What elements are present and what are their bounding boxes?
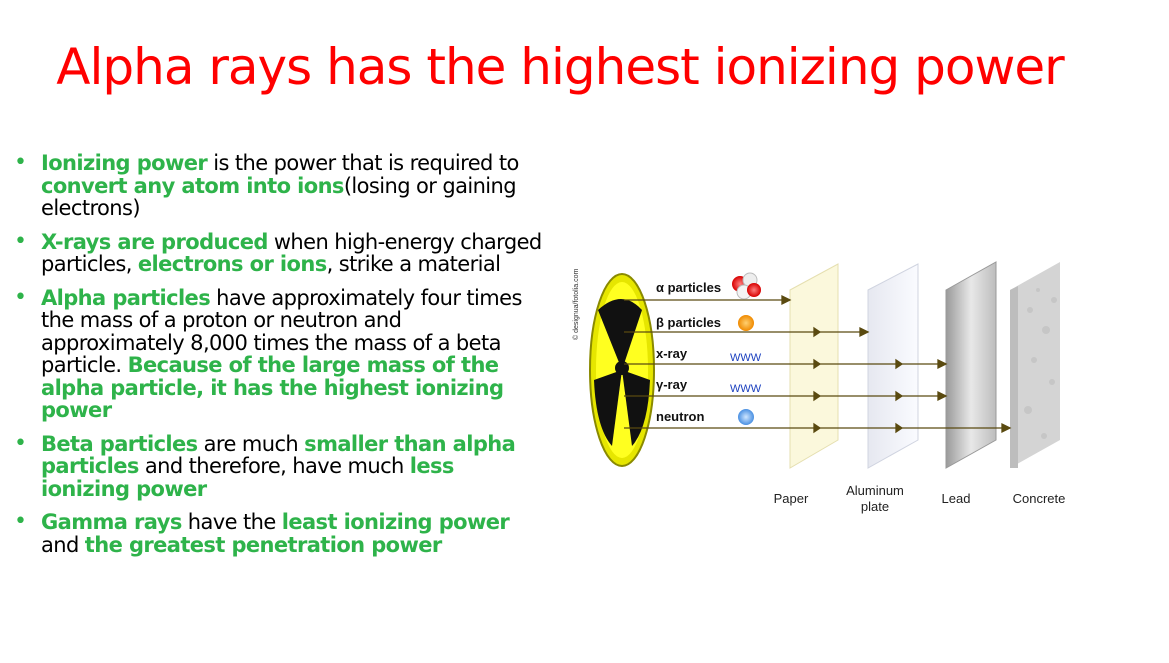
bullet-dot: • — [14, 509, 27, 534]
highlight-text: the greatest penetration power — [84, 532, 443, 557]
highlight-text: Ionizing power — [41, 151, 208, 175]
bullet-dot: • — [14, 150, 27, 175]
ray-label-beta: β particles — [656, 315, 721, 330]
barrier-label-lead: Lead — [942, 491, 971, 506]
highlight-text: Beta particles — [41, 431, 198, 456]
slide-title: Alpha rays has the highest ionizing powe… — [56, 38, 1064, 96]
barrier-label-aluminum: Aluminum — [846, 483, 904, 498]
xray-wave-icon: WWW — [730, 352, 762, 364]
body-text: and — [41, 532, 85, 557]
bullet-item: • Alpha particles have approximately four… — [14, 284, 544, 422]
radiation-source-icon — [589, 273, 655, 467]
neutron-particle-icon — [738, 409, 754, 425]
body-text: (losing or gaining electrons) — [41, 173, 517, 220]
bullet-list: • Ionizing power is the power that is req… — [14, 150, 544, 567]
body-text: and therefore, have much — [138, 454, 410, 478]
bullet-dot: • — [14, 430, 27, 456]
highlight-text: X-rays are produced — [41, 229, 268, 254]
ray-label-gamma: γ-ray — [656, 377, 688, 392]
highlight-text: Because of the large mass of the alpha p… — [41, 353, 504, 422]
highlight-text: smaller than alpha particles — [41, 431, 516, 478]
barrier-label-paper: Paper — [774, 491, 809, 506]
highlight-text: Alpha particles — [41, 285, 211, 310]
bullet-item: • Ionizing power is the power that is req… — [14, 150, 544, 220]
highlight-text: Gamma rays — [41, 510, 182, 534]
highlight-text: convert any atom into ions — [41, 173, 344, 198]
alpha-particle-icon — [732, 272, 761, 300]
gamma-wave-icon: WWW — [730, 383, 762, 395]
body-text: have the — [181, 510, 282, 534]
ray-label-neutron: neutron — [656, 409, 704, 424]
concrete-barrier-side — [1010, 262, 1060, 468]
barrier-label-plate: plate — [861, 499, 889, 514]
lead-barrier — [945, 261, 997, 469]
concrete-barrier-front — [1010, 286, 1018, 468]
bullet-item: • Beta particles are much smaller than al… — [14, 430, 544, 501]
bullet-dot: • — [14, 228, 27, 254]
highlight-text: least ionizing power — [281, 510, 510, 534]
ray-label-xray: x-ray — [656, 346, 688, 361]
bullet-item: • Gamma rays have the least ionizing powe… — [14, 509, 544, 557]
body-text: , strike a material — [326, 252, 501, 276]
bullet-dot: • — [14, 284, 27, 310]
bullet-item: • X-rays are produced when high-energy ch… — [14, 228, 544, 276]
body-text: are much — [197, 431, 305, 456]
radiation-penetration-diagram: © designua/fotolia.com α particles β par… — [572, 261, 1066, 514]
barrier-label-concrete: Concrete — [1013, 491, 1066, 506]
body-text: is the power that is required to — [207, 151, 519, 175]
concrete-texture — [1024, 288, 1057, 439]
body-text: when high-energy charged particles, — [41, 229, 542, 276]
beta-particle-icon — [738, 315, 754, 331]
body-text: have approximately four times the mass o… — [41, 285, 522, 377]
watermark: © designua/fotolia.com — [572, 269, 580, 340]
highlight-text: electrons or ions — [137, 252, 327, 276]
ray-label-alpha: α particles — [656, 280, 721, 295]
highlight-text: less ionizing power — [41, 454, 454, 501]
aluminum-barrier — [867, 263, 919, 469]
